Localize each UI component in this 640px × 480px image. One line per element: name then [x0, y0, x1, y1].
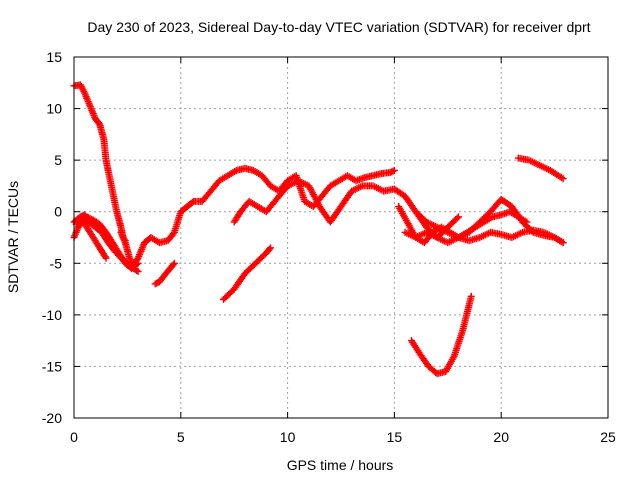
data-point [84, 214, 92, 222]
y-tick-label: -10 [42, 307, 62, 323]
y-tick-label: 0 [54, 204, 62, 220]
series-arc-7 [220, 244, 275, 303]
x-tick-label: 10 [280, 429, 296, 445]
data-point [134, 268, 142, 276]
data-point [267, 244, 275, 252]
series-arc-12 [407, 292, 475, 378]
data-point [169, 261, 177, 269]
data-point [467, 292, 475, 300]
plot-frame [73, 56, 609, 419]
data-point [558, 174, 566, 182]
series-arc-4 [72, 215, 110, 262]
series-arc-5 [117, 228, 142, 276]
series-arc-1 [70, 81, 129, 245]
y-tick-label: -15 [42, 358, 62, 374]
y-tick-label: 15 [46, 49, 62, 65]
y-axis-label: SDTVAR / TECUs [5, 181, 21, 293]
chart-title: Day 230 of 2023, Sidereal Day-to-day VTE… [87, 19, 590, 35]
data-point [390, 166, 398, 174]
x-axis-label: GPS time / hours [287, 457, 394, 473]
tick-marks [73, 56, 609, 419]
data-point [559, 175, 567, 183]
data-point [559, 239, 567, 247]
y-tick-label: 10 [46, 101, 62, 117]
series-arc-14 [412, 208, 462, 241]
x-tick-label: 15 [387, 429, 403, 445]
y-tick-label: -20 [42, 410, 62, 426]
data-point [523, 218, 531, 226]
data-point [133, 267, 141, 275]
series-arc-13 [514, 154, 567, 183]
data-point [454, 213, 462, 221]
data-points [70, 81, 567, 378]
data-point [101, 253, 109, 261]
data-point [453, 214, 461, 222]
data-point [265, 245, 273, 253]
x-tick-label: 25 [600, 429, 616, 445]
y-tick-label: 5 [54, 152, 62, 168]
x-tick-label: 20 [493, 429, 509, 445]
y-tick-labels: -20 -15 -10 -5 0 5 10 15 [42, 49, 62, 426]
data-point [86, 214, 94, 222]
series-arc-8 [230, 182, 292, 226]
data-point [102, 254, 110, 262]
x-tick-label: 0 [70, 429, 78, 445]
data-point [134, 259, 142, 267]
x-tick-labels: 0 5 10 15 20 25 [70, 429, 616, 445]
x-tick-label: 5 [177, 429, 185, 445]
y-tick-label: -5 [50, 255, 63, 271]
data-point [170, 259, 178, 267]
series-arc-11 [401, 226, 567, 247]
data-point [83, 213, 91, 221]
series-arc-6 [151, 259, 178, 288]
